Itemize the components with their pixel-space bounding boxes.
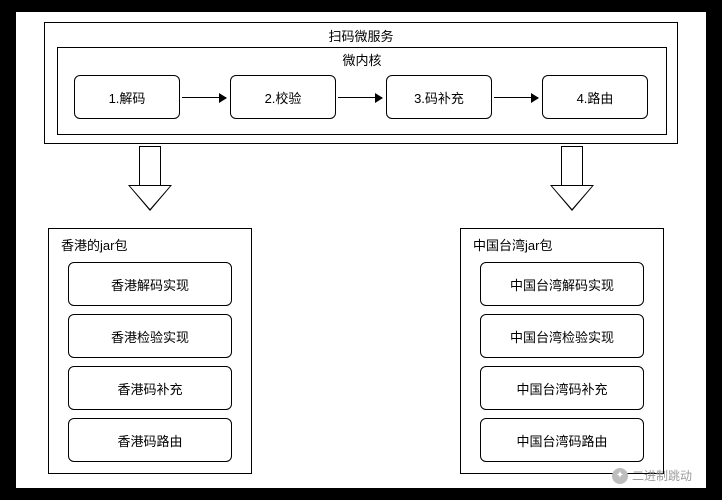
step-fill: 3.码补充 [386, 75, 492, 119]
step-verify: 2.校验 [230, 75, 336, 119]
kernel-box: 微内核 1.解码 2.校验 3.码补充 4.路由 [57, 47, 667, 135]
service-title: 扫码微服务 [45, 23, 677, 47]
steps-row: 1.解码 2.校验 3.码补充 4.路由 [58, 70, 668, 124]
arrow-3-4 [494, 97, 538, 98]
step-decode: 1.解码 [74, 75, 180, 119]
service-box: 扫码微服务 微内核 1.解码 2.校验 3.码补充 4.路由 [44, 22, 678, 144]
watermark-label: 二进制跳动 [632, 467, 692, 484]
jar-hk-item: 香港解码实现 [68, 262, 232, 306]
canvas: 扫码微服务 微内核 1.解码 2.校验 3.码补充 4.路由 香港的jar包 香… [16, 12, 706, 488]
jar-hk-item: 香港检验实现 [68, 314, 232, 358]
jar-tw: 中国台湾jar包 中国台湾解码实现 中国台湾检验实现 中国台湾码补充 中国台湾码… [460, 228, 664, 474]
jar-hk-item: 香港码路由 [68, 418, 232, 462]
down-arrow-left [128, 146, 172, 216]
jar-hk-title: 香港的jar包 [61, 235, 239, 254]
wechat-icon: ✦ [612, 468, 628, 484]
jar-hk: 香港的jar包 香港解码实现 香港检验实现 香港码补充 香港码路由 [48, 228, 252, 474]
jar-hk-item: 香港码补充 [68, 366, 232, 410]
jar-tw-item: 中国台湾解码实现 [480, 262, 644, 306]
down-arrow-right [550, 146, 594, 216]
jar-tw-title: 中国台湾jar包 [473, 235, 651, 254]
kernel-title: 微内核 [58, 48, 666, 70]
jar-tw-item: 中国台湾码补充 [480, 366, 644, 410]
arrow-1-2 [182, 97, 226, 98]
jar-tw-item: 中国台湾检验实现 [480, 314, 644, 358]
step-route: 4.路由 [542, 75, 648, 119]
jar-tw-item: 中国台湾码路由 [480, 418, 644, 462]
watermark: ✦ 二进制跳动 [612, 467, 692, 484]
arrow-2-3 [338, 97, 382, 98]
